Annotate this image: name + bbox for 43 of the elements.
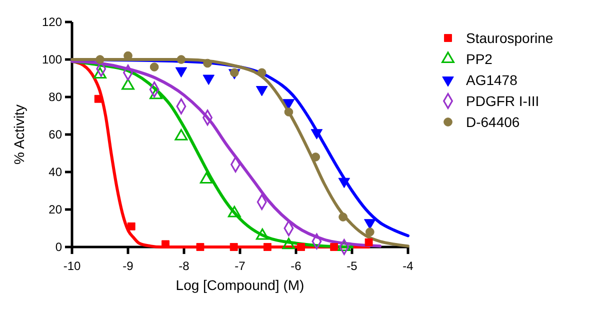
x-tick-label: -10 xyxy=(63,259,81,274)
point xyxy=(256,228,269,240)
legend-label: AG1478 xyxy=(466,72,518,88)
point xyxy=(96,55,104,64)
y-tick-label: 20 xyxy=(48,202,62,216)
x-tick-label: -6 xyxy=(290,259,302,274)
legend-label: D-64406 xyxy=(466,114,520,130)
y-tick-label: 60 xyxy=(48,127,62,142)
legend-label: Staurosporine xyxy=(466,30,554,46)
point xyxy=(311,152,320,162)
point xyxy=(200,172,213,184)
x-tick-label: -5 xyxy=(346,259,358,274)
legend-label: PDGFR I-III xyxy=(466,93,540,109)
legend-label: PP2 xyxy=(466,51,493,67)
x-tick-label: -7 xyxy=(234,259,246,274)
y-tick-label: 0 xyxy=(55,240,62,254)
y-tick-label: 120 xyxy=(42,14,62,29)
point xyxy=(196,243,204,251)
y-tick-label: 40 xyxy=(48,164,62,179)
point xyxy=(256,86,268,96)
point xyxy=(365,228,374,236)
y-tick-label: 100 xyxy=(42,52,62,66)
point xyxy=(176,55,186,64)
x-tick-label: -8 xyxy=(178,259,190,274)
point xyxy=(338,212,348,222)
x-axis-title: Log [Compound] (M) xyxy=(176,277,304,293)
x-tick-label: -4 xyxy=(402,259,414,274)
point xyxy=(94,94,102,103)
y-axis-title: % Activity xyxy=(11,104,27,164)
point xyxy=(364,238,373,246)
point xyxy=(284,108,294,116)
point xyxy=(150,62,159,72)
y-tick-label: 80 xyxy=(48,90,62,104)
point xyxy=(257,68,266,78)
point xyxy=(330,243,338,251)
point xyxy=(127,222,136,230)
point xyxy=(230,243,238,251)
point xyxy=(228,206,241,218)
x-tick-label: -9 xyxy=(122,259,134,274)
point xyxy=(282,238,296,250)
point xyxy=(297,243,305,251)
point xyxy=(263,243,272,251)
point xyxy=(203,58,212,68)
